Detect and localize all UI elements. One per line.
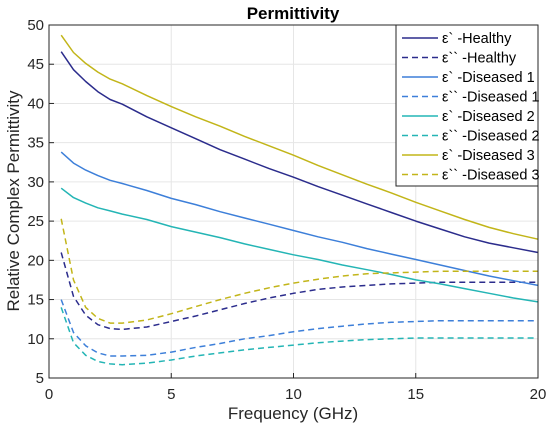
chart-title: Permittivity [247,4,340,23]
legend-label: ε`` -Diseased 2 [442,129,540,145]
y-tick-label: 10 [27,331,44,348]
legend-label: ε`` -Healthy [442,51,517,67]
y-tick-label: 45 [27,56,44,73]
y-axis-title: Relative Complex Permittivity [4,90,23,312]
y-tick-label: 5 [36,370,44,387]
legend-label: ε`` -Diseased 3 [442,168,540,184]
y-tick-label: 15 [27,292,44,309]
legend-box [395,24,539,187]
legend-label: ε` -Diseased 2 [442,109,535,125]
legend-label: ε` -Diseased 3 [442,148,535,164]
legend-label: ε` -Diseased 1 [442,70,535,86]
x-tick-label: 0 [45,386,53,403]
series-line-3 [60,151,539,287]
x-axis-title: Frequency (GHz) [228,404,358,423]
x-tick-label: 20 [530,386,547,403]
y-tick-label: 40 [27,95,44,112]
series-line-6 [60,307,538,366]
series-line-4 [60,299,538,357]
x-tick-label: 15 [407,386,424,403]
y-tick-label: 30 [27,174,44,191]
legend-label: ε` -Healthy [442,31,512,47]
x-tick-label: 5 [167,386,175,403]
y-tick-label: 20 [27,252,44,269]
y-tick-label: 25 [27,213,44,230]
series-line-2 [60,252,538,331]
y-tick-label: 35 [27,135,44,152]
legend: ε` -Healthy ε`` -Healthy ε` -Diseased 1 ε``… [395,24,540,187]
x-tick-label: 10 [285,386,302,403]
series-line-5 [60,187,539,303]
series-line-1 [60,51,539,254]
legend-label: ε`` -Diseased 1 [442,90,540,106]
series-layer [60,34,539,366]
series-line-7 [60,34,539,240]
y-tick-label: 50 [27,17,44,34]
series-line-8 [60,218,538,324]
